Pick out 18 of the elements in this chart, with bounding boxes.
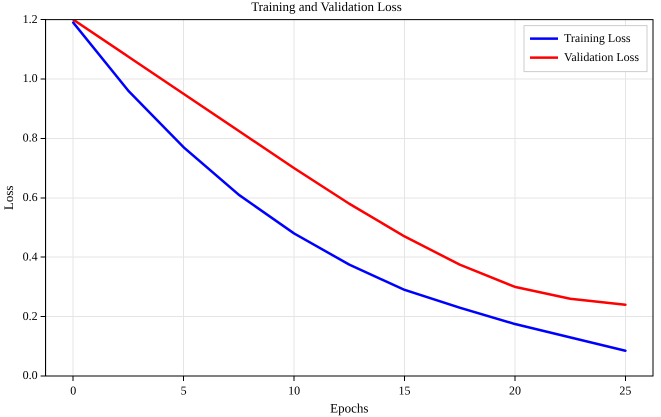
x-tick-label: 10 — [288, 383, 300, 398]
y-tick-label: 1.0 — [22, 71, 38, 86]
x-tick-label: 20 — [508, 383, 521, 398]
y-tick-label: 0.6 — [22, 190, 38, 204]
x-axis-title: Epochs — [330, 400, 368, 416]
legend-label: Training Loss — [564, 30, 631, 45]
y-axis-title: Loss — [1, 186, 16, 210]
x-tick-label: 25 — [619, 383, 632, 398]
y-tick-label: 0.4 — [22, 249, 38, 264]
x-tick-label: 5 — [180, 383, 187, 398]
y-tick-label: 0.2 — [22, 308, 38, 323]
y-tick-label: 0.8 — [22, 130, 38, 145]
y-tick-label: 0.0 — [22, 368, 38, 382]
legend-label: Validation Loss — [564, 50, 640, 64]
chart-title: Training and Validation Loss — [251, 0, 402, 14]
x-tick-label: 0 — [70, 383, 76, 398]
y-tick-label: 1.2 — [22, 12, 38, 26]
x-tick-label: 15 — [398, 383, 411, 398]
